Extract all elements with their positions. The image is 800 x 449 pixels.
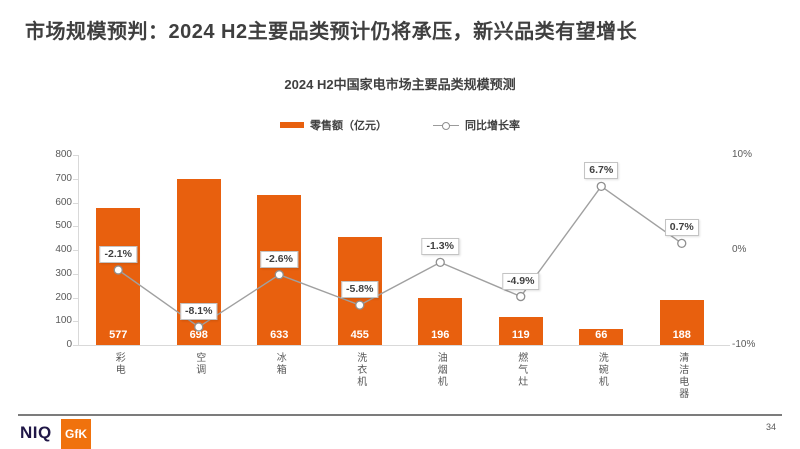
category-label: 清洁电器	[676, 352, 688, 400]
bar	[96, 207, 141, 345]
category-label: 燃气灶	[515, 352, 527, 388]
legend-bar-swatch-icon	[280, 122, 304, 128]
legend-line-marker-icon	[433, 121, 459, 130]
bar-value-label: 119	[511, 329, 530, 341]
bar-value-label: 698	[189, 329, 208, 341]
category-label: 洗碗机	[596, 352, 608, 388]
bar-value-label: 66	[595, 329, 608, 341]
chart-title: 2024 H2中国家电市场主要品类规模预测	[284, 77, 516, 92]
legend-item-growth: 同比增长率	[433, 117, 520, 133]
y-axis-tick-label: 0	[66, 339, 72, 350]
y-axis-tick-label: 800	[55, 149, 72, 160]
y-axis-tick-label: 400	[55, 244, 72, 255]
legend-line-label: 同比增长率	[465, 120, 520, 132]
chart-legend: 零售额（亿元） 同比增长率	[0, 117, 800, 133]
category-label: 洗衣机	[354, 352, 366, 388]
growth-rate-label: -2.1%	[99, 245, 137, 263]
growth-rate-label: -2.6%	[260, 250, 298, 268]
y-axis-tick-mark	[73, 226, 78, 228]
y-axis-tick-label: 200	[55, 291, 72, 303]
y-axis-tick-label: 300	[55, 267, 72, 279]
category-label: 彩电	[113, 352, 125, 376]
line-marker	[596, 181, 606, 191]
right-axis-tick-label: 10%	[732, 149, 753, 160]
y-axis-tick-mark	[73, 202, 78, 204]
growth-rate-label: -1.3%	[421, 238, 459, 256]
y-axis-tick-mark	[73, 178, 78, 180]
x-axis-line	[78, 345, 730, 346]
y-axis-tick-label: 700	[55, 172, 72, 184]
growth-rate-label: -5.8%	[341, 281, 379, 299]
legend-bar-label: 零售额（亿元）	[310, 120, 387, 132]
growth-rate-label: -4.9%	[502, 272, 540, 290]
line-marker	[677, 238, 687, 248]
y-axis-tick-mark	[73, 250, 78, 251]
gfk-logo: GfK	[61, 419, 91, 449]
y-axis-tick-mark	[73, 321, 78, 323]
right-axis-tick-label: 0%	[732, 244, 747, 255]
bar	[579, 329, 624, 345]
bar-value-label: 577	[109, 329, 128, 341]
category-label: 空调	[193, 352, 205, 376]
category-label: 油烟机	[435, 352, 447, 388]
niq-logo: NIQ	[20, 423, 52, 442]
bar-value-label: 455	[350, 329, 369, 341]
category-label: 冰箱	[274, 352, 286, 376]
bar	[257, 194, 302, 345]
y-axis-tick-label: 100	[55, 315, 72, 327]
bar	[176, 179, 221, 345]
growth-rate-label: 0.7%	[664, 219, 699, 237]
chart-plot-area: 800 700 600 500 400 300 200 100 0 10% 0% -10% 577 彩电 6…	[0, 145, 800, 405]
page-title: 市场规模预判：2024 H2主要品类预计仍将承压，新兴品类有望增长	[25, 21, 638, 43]
growth-rate-label: -8.1%	[180, 302, 218, 320]
footer-divider	[18, 414, 782, 416]
line-marker	[516, 291, 526, 302]
bar-value-label: 196	[431, 329, 450, 341]
y-axis-tick-label: 600	[55, 196, 72, 208]
y-axis-tick-mark	[73, 155, 78, 156]
right-axis-tick-label: -10%	[732, 339, 756, 350]
line-marker	[435, 257, 445, 267]
y-axis-line	[78, 155, 79, 345]
bar-value-label: 633	[270, 329, 289, 341]
y-axis-tick-label: 500	[55, 220, 72, 232]
y-axis-tick-mark	[73, 297, 78, 299]
bar-value-label: 188	[672, 329, 691, 341]
page-number: 34	[765, 422, 776, 432]
y-axis-tick-mark	[73, 345, 78, 346]
y-axis-tick-mark	[73, 273, 78, 275]
growth-rate-label: 6.7%	[584, 162, 619, 180]
legend-item-retail: 零售额（亿元）	[280, 117, 387, 133]
